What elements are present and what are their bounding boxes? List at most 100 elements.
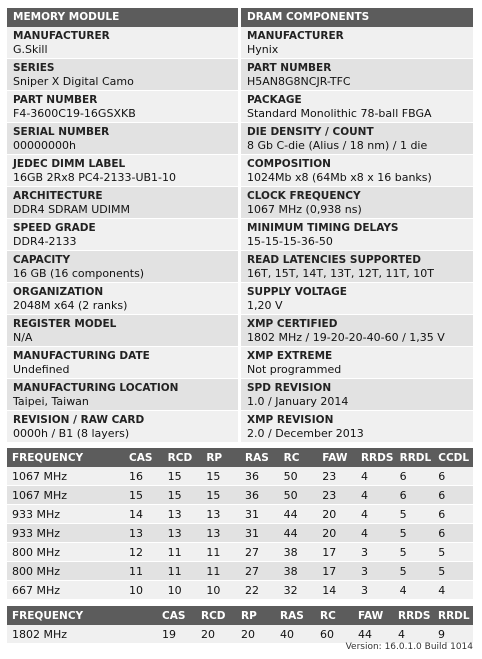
info-row: ARCHITECTURE DDR4 SDRAM UDIMM CLOCK FREQUE…	[7, 187, 473, 219]
section-headers: MEMORY MODULE DRAM COMPONENTS	[7, 8, 473, 27]
info-row: MANUFACTURER G.Skill MANUFACTURER Hynix	[7, 27, 473, 59]
field-value: H5AN8G8NCJR-TFC	[247, 75, 351, 88]
field-value: G.Skill	[13, 43, 48, 56]
table-cell: 1067 MHz	[7, 467, 125, 486]
field-label: XMP REVISION	[247, 414, 334, 426]
info-grid: MANUFACTURER G.Skill MANUFACTURER Hynix SERI…	[7, 27, 473, 443]
field-value: F4-3600C19-16GSXKB	[13, 107, 136, 120]
field-label: SERIES	[13, 62, 55, 74]
module-field: SERIAL NUMBER 00000000h	[7, 123, 238, 155]
table-cell: 40	[275, 625, 315, 644]
field-value: 15-15-15-36-50	[247, 235, 333, 248]
table-cell: 60	[315, 625, 353, 644]
field-label: READ LATENCIES SUPPORTED	[247, 254, 421, 266]
column-header: RRDS	[355, 448, 395, 467]
info-row: SERIES Sniper X Digital Camo PART NUMBER H5…	[7, 59, 473, 91]
table-cell: 14	[124, 504, 163, 524]
table-cell: 1067 MHz	[7, 485, 125, 505]
field-value: 1024Mb x8 (64Mb x8 x 16 banks)	[247, 171, 432, 184]
xmp-table: FREQUENCY CAS RCD RP RAS RC FAW RRDS RRDL 1802 M…	[7, 606, 473, 644]
column-header: RCD	[196, 606, 236, 625]
table-cell: 9	[433, 625, 473, 644]
table-cell: 11	[124, 561, 163, 581]
field-value: Taipei, Taiwan	[13, 395, 89, 408]
field-label: REVISION / RAW CARD	[13, 414, 145, 426]
field-value: 16T, 15T, 14T, 13T, 12T, 11T, 10T	[247, 267, 434, 280]
table-cell: 44	[353, 625, 393, 644]
field-label: PART NUMBER	[13, 94, 98, 106]
table-cell: 20	[317, 523, 356, 543]
info-row: SPEED GRADE DDR4-2133 MINIMUM TIMING DELAY…	[7, 219, 473, 251]
field-label: REGISTER MODEL	[13, 318, 117, 330]
table-cell: 10	[201, 580, 240, 600]
table-row: 800 MHz 11 11 11 27 38 17 3 5 5	[7, 561, 473, 581]
table-cell: 20	[317, 504, 356, 524]
table-cell: 933 MHz	[7, 523, 125, 543]
table-cell: 27	[239, 542, 279, 562]
info-row: REGISTER MODEL N/A XMP CERTIFIED 1802 MHz /…	[7, 315, 473, 347]
table-cell: 13	[201, 523, 240, 543]
field-value: 1067 MHz (0,938 ns)	[247, 203, 362, 216]
table-cell: 23	[317, 485, 356, 505]
column-header: RC	[315, 606, 353, 625]
table-cell: 5	[394, 523, 434, 543]
module-field: ORGANIZATION 2048M x64 (2 ranks)	[7, 283, 238, 315]
table-row: 933 MHz 14 13 13 31 44 20 4 5 6	[7, 504, 473, 524]
column-header: RP	[201, 448, 240, 467]
table-cell: 11	[201, 561, 240, 581]
table-cell: 20	[196, 625, 236, 644]
column-header: FREQUENCY	[7, 606, 157, 625]
dram-field: MINIMUM TIMING DELAYS 15-15-15-36-50	[241, 219, 473, 251]
dram-components-header: DRAM COMPONENTS	[241, 8, 473, 27]
table-cell: 6	[394, 485, 434, 505]
field-value: 00000000h	[13, 139, 76, 152]
field-label: SPD REVISION	[247, 382, 332, 394]
field-value: 2048M x64 (2 ranks)	[13, 299, 128, 312]
column-header: FREQUENCY	[7, 448, 125, 467]
table-row: 1067 MHz 16 15 15 36 50 23 4 6 6	[7, 467, 473, 486]
field-label: PART NUMBER	[247, 62, 332, 74]
table-cell: 20	[236, 625, 275, 644]
column-header: RAS	[275, 606, 315, 625]
dram-field: COMPOSITION 1024Mb x8 (64Mb x8 x 16 banks…	[241, 155, 473, 187]
column-header: CAS	[157, 606, 196, 625]
table-cell: 3	[355, 561, 395, 581]
module-field: SPEED GRADE DDR4-2133	[7, 219, 238, 251]
table-cell: 933 MHz	[7, 504, 125, 524]
field-label: DIE DENSITY / COUNT	[247, 126, 374, 138]
column-header: RRDL	[433, 606, 473, 625]
table-cell: 800 MHz	[7, 561, 125, 581]
table-cell: 13	[124, 523, 163, 543]
table-cell: 44	[278, 523, 318, 543]
table-cell: 5	[433, 542, 473, 562]
field-value: 8 Gb C-die (Alius / 18 nm) / 1 die	[247, 139, 428, 152]
table-cell: 3	[355, 580, 395, 600]
field-value: Not programmed	[247, 363, 342, 376]
table-row: 800 MHz 12 11 11 27 38 17 3 5 5	[7, 542, 473, 562]
field-label: SPEED GRADE	[13, 222, 96, 234]
table-cell: 4	[355, 467, 395, 486]
column-header: CAS	[124, 448, 163, 467]
field-value: Hynix	[247, 43, 279, 56]
module-field: MANUFACTURING LOCATION Taipei, Taiwan	[7, 379, 238, 411]
dram-field: DIE DENSITY / COUNT 8 Gb C-die (Alius / 1…	[241, 123, 473, 155]
table-cell: 13	[201, 504, 240, 524]
table-cell: 32	[278, 580, 318, 600]
field-label: JEDEC DIMM LABEL	[13, 158, 126, 170]
table-cell: 50	[278, 485, 318, 505]
table-cell: 50	[278, 467, 318, 486]
table-cell: 11	[201, 542, 240, 562]
table-cell: 6	[433, 504, 473, 524]
spd-report: MEMORY MODULE DRAM COMPONENTS MANUFACTUR…	[7, 8, 473, 644]
timing-table: FREQUENCY CAS RCD RP RAS RC FAW RRDS RRDL CCDL 10…	[7, 448, 473, 600]
table-cell: 17	[317, 542, 356, 562]
column-header: RAS	[239, 448, 279, 467]
table-cell: 19	[157, 625, 196, 644]
field-label: ORGANIZATION	[13, 286, 104, 298]
table-cell: 6	[433, 467, 473, 486]
info-row: MANUFACTURING LOCATION Taipei, Taiwan SPD …	[7, 379, 473, 411]
table-cell: 1802 MHz	[7, 625, 157, 644]
timing-table-header: FREQUENCY CAS RCD RP RAS RC FAW RRDS RRDL CCDL	[7, 448, 473, 467]
dram-field: SUPPLY VOLTAGE 1,20 V	[241, 283, 473, 315]
field-value: 2.0 / December 2013	[247, 427, 364, 440]
